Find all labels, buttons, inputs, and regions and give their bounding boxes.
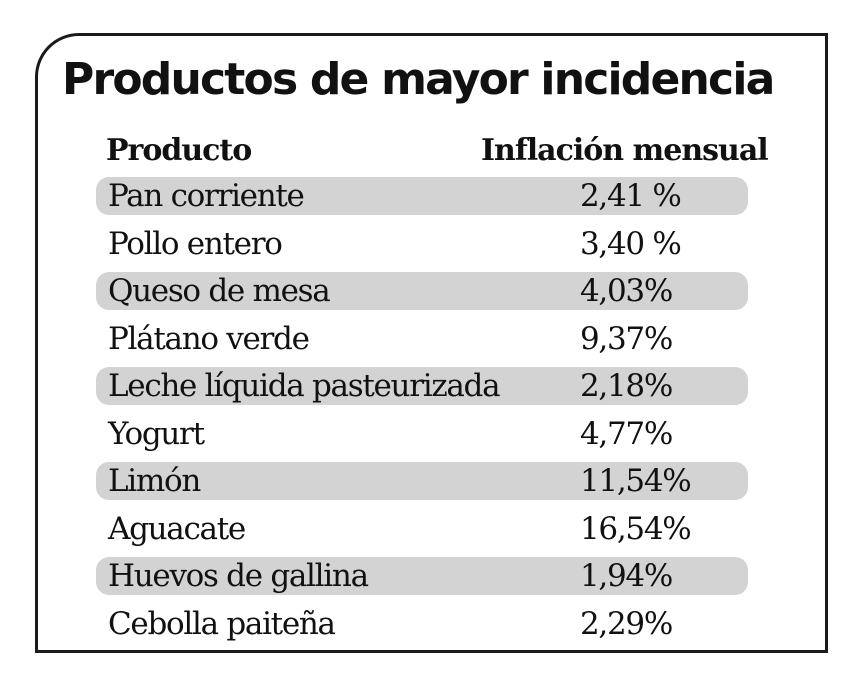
- product-cell: Pan corriente: [108, 178, 305, 214]
- column-header-product: Producto: [106, 133, 252, 168]
- product-cell: Limón: [108, 463, 201, 499]
- row-band: [96, 272, 748, 310]
- table-frame: [35, 33, 828, 653]
- product-cell: Plátano verde: [108, 320, 310, 357]
- inflation-value-cell: 11,54%: [580, 463, 692, 499]
- row-band: [96, 367, 748, 405]
- product-cell: Aguacate: [108, 510, 246, 547]
- product-cell: Cebolla paiteña: [108, 605, 336, 642]
- table-row: Limón 11,54%: [96, 461, 748, 509]
- product-cell: Leche líquida pasteurizada: [108, 368, 501, 404]
- inflation-value-cell: 1,94%: [580, 558, 673, 594]
- chart-title: Productos de mayor incidencia: [62, 54, 775, 105]
- product-cell: Pollo entero: [108, 225, 283, 262]
- inflation-value-cell: 3,40 %: [580, 225, 682, 262]
- inflation-value-cell: 2,29%: [580, 605, 673, 642]
- table-row: Cebolla paiteña 2,29%: [96, 604, 748, 652]
- table-row: Aguacate 16,54%: [96, 509, 748, 557]
- row-band: [96, 557, 748, 595]
- column-header-monthly-inflation: Inflación mensual: [481, 133, 769, 168]
- row-band: [96, 177, 748, 215]
- inflation-value-cell: 16,54%: [580, 510, 692, 547]
- inflation-value-cell: 4,03%: [580, 273, 673, 309]
- table-row: Leche líquida pasteurizada 2,18%: [96, 366, 748, 414]
- table-row: Plátano verde 9,37%: [96, 319, 748, 367]
- table-row: Yogurt 4,77%: [96, 414, 748, 462]
- table-row: Pan corriente 2,41 %: [96, 176, 748, 224]
- inflation-value-cell: 9,37%: [580, 320, 673, 357]
- table-row: Queso de mesa 4,03%: [96, 271, 748, 319]
- product-cell: Huevos de gallina: [108, 558, 369, 594]
- row-band: [96, 462, 748, 500]
- table-row: Pollo entero 3,40 %: [96, 224, 748, 272]
- table-row: Huevos de gallina 1,94%: [96, 556, 748, 604]
- product-cell: Yogurt: [108, 415, 205, 452]
- inflation-value-cell: 2,41 %: [580, 178, 682, 214]
- product-cell: Queso de mesa: [108, 273, 331, 309]
- table-body: Pan corriente 2,41 % Pollo entero 3,40 % Que…: [96, 176, 748, 651]
- inflation-value-cell: 2,18%: [580, 368, 673, 404]
- inflation-value-cell: 4,77%: [580, 415, 673, 452]
